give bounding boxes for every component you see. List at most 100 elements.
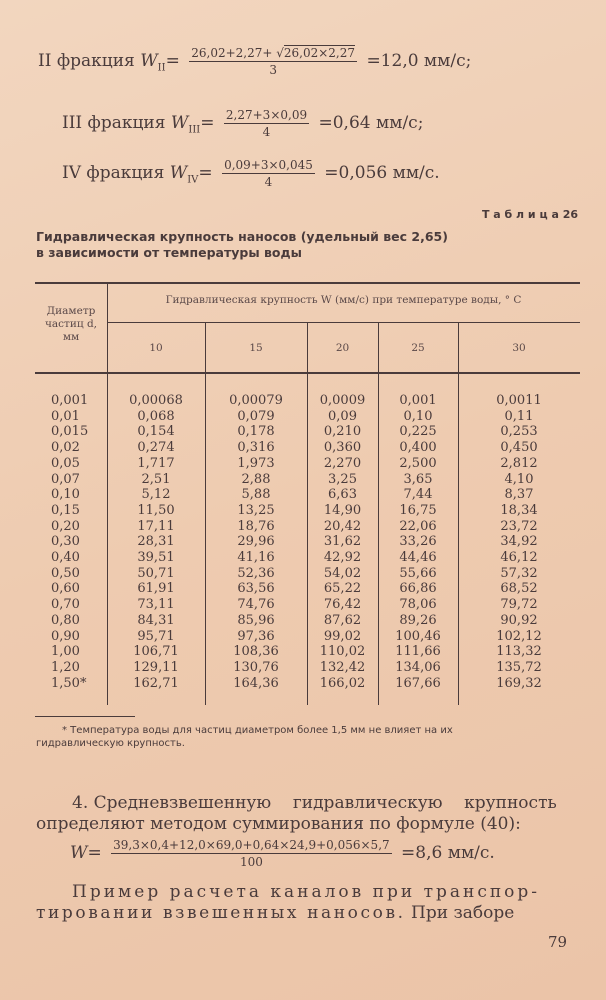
formula-label: III фракция bbox=[62, 113, 166, 133]
formula-symbol: W bbox=[140, 51, 158, 71]
numerator: 26,02+2,27+ √ bbox=[191, 46, 284, 60]
cell-w-10c: 50,71 bbox=[137, 565, 175, 581]
cell-diameter: 0,70 bbox=[51, 597, 80, 613]
cell-w-20c: 0,0009 bbox=[319, 393, 366, 408]
table-row: 0,90 95,71 97,36 99,02 100,46 102,12 bbox=[35, 629, 580, 644]
cell-diameter: 0,80 bbox=[51, 612, 80, 628]
cell-w-20c: 110,02 bbox=[319, 644, 366, 660]
header-line: Диаметр bbox=[46, 305, 96, 317]
temp-header-25: 25 bbox=[411, 342, 425, 354]
cell-w-10c: 0,154 bbox=[137, 424, 175, 440]
paragraph-line: 4. Средневзвешенную гидравлическую крупн… bbox=[72, 793, 557, 813]
column-divider bbox=[107, 283, 109, 705]
cell-w-15c: 130,76 bbox=[233, 659, 279, 675]
cell-w-10c: 2,51 bbox=[141, 471, 171, 487]
cell-w-25c: 0,225 bbox=[399, 424, 437, 440]
table-row: 0,02 0,274 0,316 0,360 0,400 0,450 bbox=[35, 440, 580, 455]
cell-w-20c: 166,02 bbox=[319, 675, 366, 691]
cell-w-20c: 65,22 bbox=[323, 581, 362, 597]
footnote-rule bbox=[35, 716, 135, 718]
table-row: 0,60 61,91 63,56 65,22 66,86 68,52 bbox=[35, 581, 580, 596]
cell-w-25c: 111,66 bbox=[395, 644, 441, 660]
cell-w-30c: 102,12 bbox=[496, 628, 542, 644]
cell-w-10c: 0,274 bbox=[137, 440, 175, 456]
table-row: 0,40 39,51 41,16 42,92 44,46 46,12 bbox=[35, 550, 580, 565]
cell-w-30c: 169,32 bbox=[496, 675, 542, 691]
cell-w-30c: 57,32 bbox=[500, 565, 538, 581]
table-row: 0,001 0,00068 0,00079 0,0009 0,001 0,0011 bbox=[35, 393, 580, 408]
cell-w-25c: 0,10 bbox=[403, 408, 433, 424]
formula-result: =12,0 мм/с; bbox=[366, 51, 472, 71]
cell-w-25c: 89,26 bbox=[399, 612, 437, 628]
denominator: 4 bbox=[264, 175, 273, 189]
cell-w-20c: 54,02 bbox=[323, 565, 362, 581]
formula-label: II фракция bbox=[38, 51, 135, 71]
cell-w-15c: 5,88 bbox=[241, 487, 271, 503]
formula-symbol: W bbox=[70, 843, 88, 863]
denominator: 3 bbox=[269, 63, 277, 77]
cell-w-25c: 66,86 bbox=[399, 581, 437, 597]
formula-subscript: IV bbox=[187, 174, 199, 186]
cell-w-10c: 11,50 bbox=[137, 502, 175, 518]
cell-w-10c: 106,71 bbox=[133, 644, 179, 660]
cell-w-30c: 113,32 bbox=[496, 644, 542, 660]
cell-w-30c: 4,10 bbox=[504, 471, 534, 487]
cell-w-15c: 0,178 bbox=[237, 424, 275, 440]
denominator: 4 bbox=[262, 125, 271, 139]
header-line: мм bbox=[62, 331, 80, 343]
cell-diameter: 0,30 bbox=[51, 534, 80, 550]
cell-w-20c: 42,92 bbox=[323, 550, 362, 565]
cell-w-30c: 90,92 bbox=[500, 612, 538, 628]
cell-w-30c: 0,0011 bbox=[496, 393, 542, 408]
sqrt-term: 26,02×2,27 bbox=[283, 45, 356, 60]
cell-w-25c: 0,400 bbox=[399, 440, 437, 456]
cell-w-20c: 31,62 bbox=[323, 534, 362, 550]
cell-w-15c: 164,36 bbox=[233, 675, 279, 691]
cell-w-25c: 22,06 bbox=[399, 518, 437, 534]
cell-w-30c: 18,34 bbox=[500, 502, 538, 518]
cell-w-30c: 23,72 bbox=[500, 518, 538, 534]
table-row: 0,30 28,31 29,96 31,62 33,26 34,92 bbox=[35, 534, 580, 549]
temp-header-15: 15 bbox=[249, 342, 263, 354]
page-number: 79 bbox=[548, 933, 568, 951]
cell-w-25c: 33,26 bbox=[399, 534, 437, 550]
cell-diameter: 0,90 bbox=[51, 628, 80, 644]
fraction: 26,02+2,27+ √26,02×2,27 3 bbox=[189, 45, 358, 77]
table-row: 0,07 2,51 2,88 3,25 3,65 4,10 bbox=[35, 472, 580, 487]
temp-header-10: 10 bbox=[149, 342, 163, 354]
cell-w-20c: 87,62 bbox=[323, 612, 362, 628]
cell-diameter: 1,50* bbox=[51, 675, 87, 691]
table-row: 0,50 50,71 52,36 54,02 55,66 57,32 bbox=[35, 566, 580, 581]
table-row: 0,01 0,068 0,079 0,09 0,10 0,11 bbox=[35, 409, 580, 424]
header-rule bbox=[107, 322, 580, 324]
formula-fraction-ii: II фракция WII= 26,02+2,27+ √26,02×2,27 3… bbox=[38, 45, 472, 77]
cell-diameter: 0,15 bbox=[51, 502, 80, 518]
cell-w-30c: 34,92 bbox=[500, 534, 538, 550]
example-heading: Пример расчета каналов при транспор- bbox=[72, 882, 541, 902]
cell-w-30c: 0,450 bbox=[500, 440, 538, 456]
table-row: 0,05 1,717 1,973 2,270 2,500 2,812 bbox=[35, 456, 580, 471]
formula-result: =0,056 мм/с. bbox=[324, 163, 440, 183]
cell-w-20c: 132,42 bbox=[319, 659, 366, 675]
cell-w-15c: 13,25 bbox=[237, 502, 275, 518]
cell-diameter: 0,60 bbox=[51, 581, 80, 597]
cell-diameter: 1,20 bbox=[51, 659, 80, 675]
denominator: 100 bbox=[239, 855, 263, 869]
cell-w-10c: 39,51 bbox=[137, 550, 175, 565]
cell-w-10c: 17,11 bbox=[137, 518, 175, 534]
table-title: Гидравлическая крупность наносов (удельн… bbox=[36, 229, 448, 261]
table-title-line: в зависимости от температуры воды bbox=[36, 245, 302, 260]
cell-w-15c: 0,00079 bbox=[229, 393, 283, 408]
cell-w-30c: 0,11 bbox=[504, 408, 534, 424]
cell-w-10c: 5,12 bbox=[141, 487, 171, 503]
cell-w-15c: 52,36 bbox=[237, 565, 275, 581]
fraction: 2,27+3×0,09 4 bbox=[223, 108, 310, 139]
cell-w-25c: 44,46 bbox=[399, 550, 437, 565]
cell-w-15c: 85,96 bbox=[237, 612, 275, 628]
numerator: 39,3×0,4+12,0×69,0+0,64×24,9+0,056×5,7 bbox=[111, 838, 392, 854]
cell-diameter: 0,40 bbox=[51, 550, 80, 565]
formula-subscript: III bbox=[188, 124, 201, 136]
cell-w-20c: 0,09 bbox=[328, 408, 357, 424]
cell-w-30c: 0,253 bbox=[500, 424, 538, 440]
formula-subscript: II bbox=[157, 62, 166, 74]
